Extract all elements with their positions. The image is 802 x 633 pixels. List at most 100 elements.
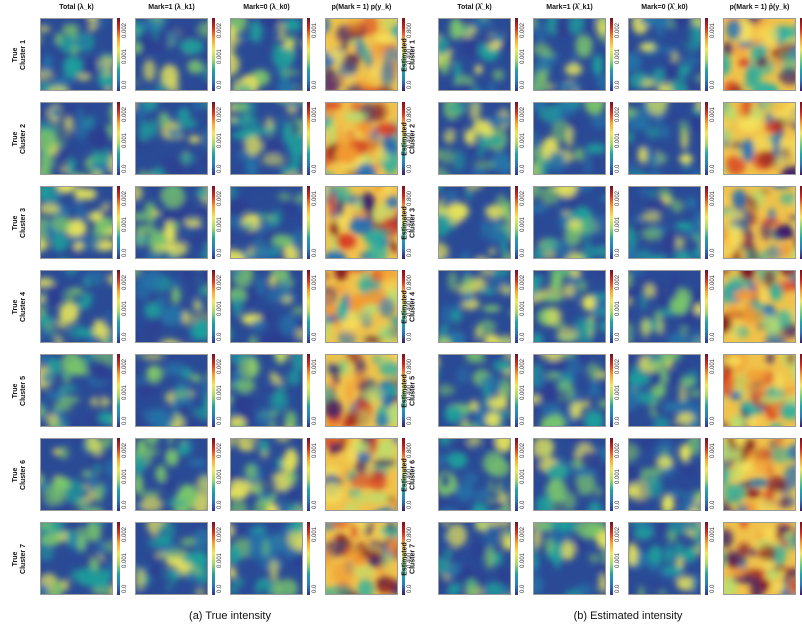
heatmap-panel	[723, 522, 796, 595]
colorbar	[307, 102, 310, 175]
row-label: True Cluster 5	[0, 376, 40, 406]
colorbar-tick-label: 0.002	[122, 106, 128, 122]
row-label-line2: Cluster 6	[20, 460, 27, 490]
heatmap-panel	[628, 270, 701, 343]
heatmap-panel	[533, 270, 606, 343]
colorbar-tick-label: 0.0	[710, 332, 716, 341]
row-label: True Cluster 1	[0, 40, 40, 70]
heatmap-panel	[533, 186, 606, 259]
colorbar-tick-label: 0.001	[615, 48, 621, 64]
heatmap-panel	[135, 102, 208, 175]
heatmap-panel	[628, 18, 701, 91]
heatmap-panel	[135, 438, 208, 511]
colorbar	[212, 270, 215, 343]
colorbar-tick-label: 0.001	[217, 300, 223, 316]
colorbar	[800, 18, 802, 91]
colorbar-tick-label: 0.0	[407, 80, 413, 89]
colorbar-tick-label: 0.0	[520, 416, 526, 425]
colorbar	[705, 18, 708, 91]
colorbar-tick-label: 0.0	[407, 416, 413, 425]
row-label-line2: Cluster 6	[410, 460, 417, 490]
colorbar-tick-label: 0.0	[122, 416, 128, 425]
colorbar-tick-label: 0.002	[217, 274, 223, 290]
colorbar	[307, 18, 310, 91]
row-label-text: Estimated Cluster 3	[402, 206, 418, 239]
colorbar-tick-label: 0.002	[615, 442, 621, 458]
row-label-line1: True	[12, 383, 19, 399]
colorbar-tick-label: 0.0	[615, 248, 621, 257]
colorbar	[212, 522, 215, 595]
heatmap-panel	[438, 270, 511, 343]
colorbar-tick-label: 0.002	[217, 22, 223, 38]
row-label: True Cluster 2	[0, 124, 40, 154]
row-label-line2: Cluster 3	[410, 208, 417, 238]
colorbar	[212, 438, 215, 511]
row-label: True Cluster 6	[0, 460, 40, 490]
colorbar-tick-label: 0.001	[520, 300, 526, 316]
colorbar-tick-label: 0.0	[312, 164, 318, 173]
row-label-text: True Cluster 2	[12, 124, 28, 154]
colorbar	[705, 102, 708, 175]
colorbar	[402, 18, 405, 91]
heatmap-panel	[723, 438, 796, 511]
row-label-line1: True	[12, 131, 19, 147]
colorbar-tick-label: 0.0	[615, 164, 621, 173]
colorbar-tick-label: 0.001	[312, 190, 318, 206]
colorbar-tick-label: 0.001	[312, 442, 318, 458]
colorbar-tick-label: 0.001	[520, 132, 526, 148]
colorbar-tick-label: 0.0	[217, 332, 223, 341]
colorbar-tick-label: 0.001	[122, 552, 128, 568]
colorbar-tick-label: 0.001	[615, 300, 621, 316]
colorbar	[610, 186, 613, 259]
colorbar	[800, 270, 802, 343]
heatmap-panel	[533, 102, 606, 175]
column-header: p(Mark = 1) p(y_k)	[331, 4, 392, 11]
row-label: Estimated Cluster 3	[390, 206, 430, 239]
colorbar	[800, 102, 802, 175]
colorbar-tick-label: 0.800	[407, 442, 413, 458]
colorbar-tick-label: 0.001	[312, 274, 318, 290]
colorbar-tick-label: 0.001	[710, 526, 716, 542]
colorbar	[515, 354, 518, 427]
colorbar-tick-label: 0.002	[615, 190, 621, 206]
row-label-line1: True	[12, 299, 19, 315]
colorbar-tick-label: 0.0	[122, 584, 128, 593]
row-label: Estimated Cluster 4	[390, 290, 430, 323]
row-label-text: True Cluster 1	[12, 40, 28, 70]
colorbar-tick-label: 0.002	[122, 190, 128, 206]
column-header: p(Mark = 1) p̂(y_k)	[729, 4, 790, 11]
heatmap-panel	[325, 438, 398, 511]
row-label-line2: Cluster 4	[20, 292, 27, 322]
heatmap-panel	[135, 270, 208, 343]
heatmap-panel	[230, 354, 303, 427]
colorbar	[307, 186, 310, 259]
colorbar	[610, 270, 613, 343]
colorbar-tick-label: 0.001	[615, 132, 621, 148]
colorbar	[800, 354, 802, 427]
row-label-line2: Cluster 2	[410, 124, 417, 154]
colorbar-tick-label: 0.0	[710, 500, 716, 509]
colorbar	[800, 522, 802, 595]
colorbar-tick-label: 0.001	[217, 216, 223, 232]
row-label-line2: Cluster 7	[20, 544, 27, 574]
colorbar	[705, 186, 708, 259]
colorbar-tick-label: 0.001	[122, 384, 128, 400]
row-label-line2: Cluster 5	[20, 376, 27, 406]
colorbar-tick-label: 0.001	[520, 216, 526, 232]
colorbar-tick-label: 0.0	[407, 164, 413, 173]
colorbar	[610, 522, 613, 595]
row-label-line2: Cluster 7	[410, 544, 417, 574]
heatmap-panel	[723, 270, 796, 343]
colorbar-tick-label: 0.0	[122, 80, 128, 89]
colorbar-tick-label: 0.0	[122, 332, 128, 341]
colorbar	[515, 18, 518, 91]
colorbar-tick-label: 0.0	[520, 500, 526, 509]
row-label-line2: Cluster 1	[410, 40, 417, 70]
column-header: Mark=0 (λ̂_k0)	[641, 4, 688, 11]
heatmap-panel	[230, 270, 303, 343]
heatmap-panel	[325, 18, 398, 91]
row-label-text: Estimated Cluster 2	[402, 122, 418, 155]
colorbar	[117, 438, 120, 511]
column-header: Mark=0 (λ_k0)	[243, 4, 290, 11]
heatmap-panel	[40, 270, 113, 343]
